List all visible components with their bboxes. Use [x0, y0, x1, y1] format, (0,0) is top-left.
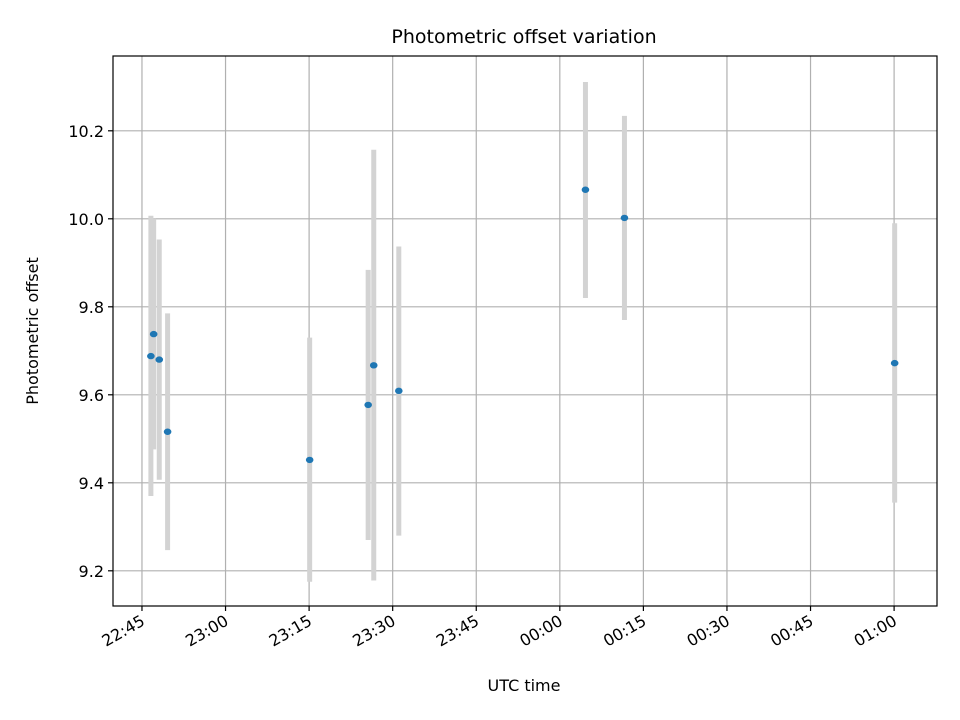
y-axis-ticks: 9.2 9.4 9.6 9.8 10.0 10.2 — [68, 122, 113, 581]
data-point — [890, 359, 899, 367]
y-tick-label: 9.6 — [79, 386, 104, 405]
y-tick-label: 9.4 — [79, 474, 104, 493]
data-point — [369, 362, 378, 369]
data-point — [155, 356, 164, 363]
plot-area — [112, 55, 938, 607]
data-points — [147, 186, 899, 464]
chart-title: Photometric offset variation — [391, 26, 656, 48]
data-point — [581, 186, 590, 193]
grid — [113, 56, 937, 606]
y-tick-label: 10.0 — [68, 210, 104, 229]
data-point — [620, 214, 629, 222]
data-point — [149, 330, 158, 338]
data-point — [364, 401, 372, 409]
data-point — [147, 352, 155, 360]
data-point — [163, 428, 172, 435]
y-axis-label: Photometric offset — [23, 257, 42, 405]
data-point — [395, 387, 403, 395]
y-tick-label: 9.8 — [79, 298, 104, 317]
x-axis-label: UTC time — [488, 676, 561, 695]
y-tick-label: 10.2 — [68, 122, 104, 141]
y-tick-label: 9.2 — [79, 562, 104, 581]
data-point — [305, 456, 314, 464]
